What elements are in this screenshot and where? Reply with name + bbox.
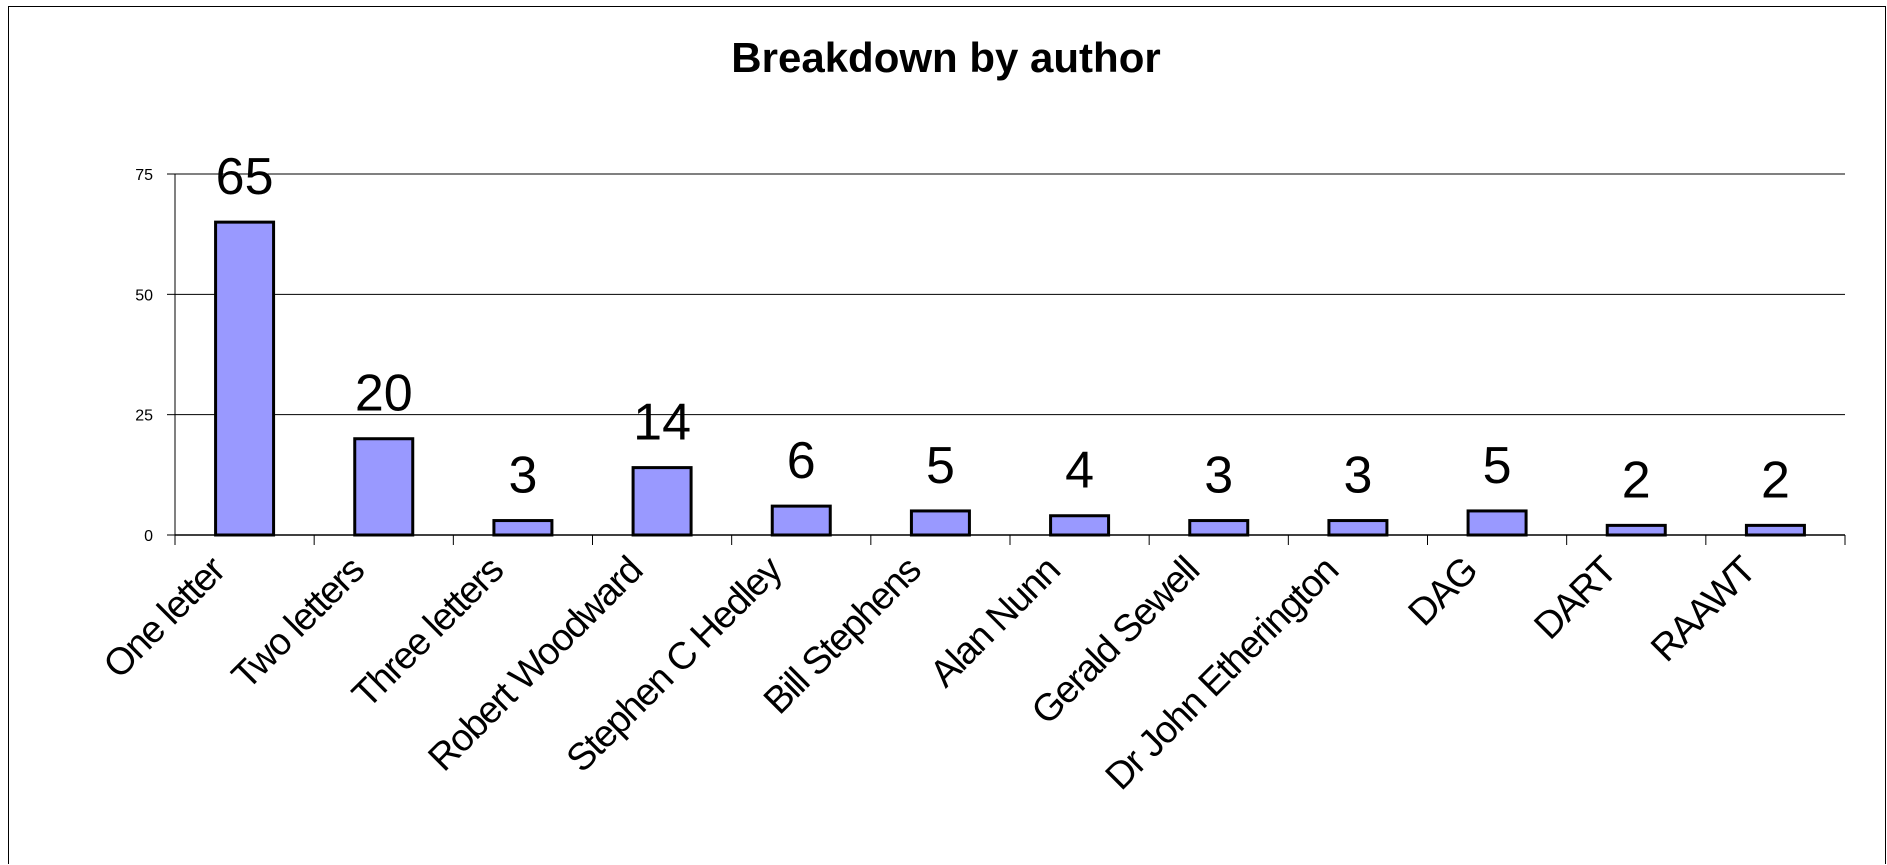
bar [909, 509, 971, 537]
category-label: Two letters [224, 549, 372, 697]
y-tick-label: 50 [135, 287, 153, 304]
bar [353, 437, 415, 537]
category-label: DART [1526, 549, 1625, 648]
y-tick-label: 0 [144, 528, 153, 545]
chart-title: Breakdown by author [731, 34, 1160, 81]
chart-frame [8, 6, 1886, 864]
data-label: 5 [926, 437, 955, 495]
bar [1049, 514, 1111, 537]
data-label: 14 [633, 394, 691, 452]
bar [1188, 519, 1250, 537]
data-label: 65 [216, 148, 274, 206]
bar [1605, 523, 1667, 537]
bar [492, 519, 554, 537]
data-label: 6 [787, 432, 816, 490]
data-label: 4 [1065, 442, 1094, 500]
data-label: 2 [1622, 451, 1651, 509]
data-label: 3 [1204, 447, 1233, 505]
data-label: 20 [355, 365, 413, 423]
data-label: 3 [508, 447, 537, 505]
bars [214, 220, 1806, 537]
y-axis: 0 25 50 75 [135, 167, 176, 545]
bar [770, 504, 832, 537]
data-label: 3 [1343, 447, 1372, 505]
x-axis [174, 534, 1846, 545]
data-label: 5 [1483, 437, 1512, 495]
bar [1466, 509, 1528, 537]
bar [631, 466, 693, 537]
bar [214, 220, 276, 537]
category-label: Alan Nunn [922, 550, 1068, 696]
y-tick-label: 75 [135, 167, 153, 184]
gridlines [175, 173, 1845, 416]
category-label: RAAWT [1643, 549, 1764, 670]
category-label: Dr John Etherington [1098, 550, 1347, 799]
bar [1744, 523, 1806, 537]
category-label: DAG [1401, 550, 1486, 635]
data-label: 2 [1761, 451, 1790, 509]
category-label: One letter [96, 548, 234, 686]
y-tick-label: 25 [135, 408, 153, 425]
bar [1327, 519, 1389, 537]
